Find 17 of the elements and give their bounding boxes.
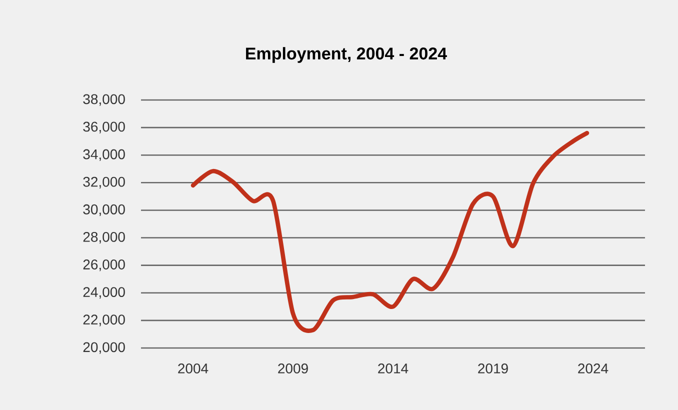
y-tick-label: 28,000 [83, 232, 125, 244]
x-tick-label: 2004 [178, 364, 208, 374]
y-tick-label: 30,000 [83, 204, 125, 216]
x-tick-label: 2024 [578, 364, 608, 374]
y-tick-label: 34,000 [83, 149, 125, 161]
y-tick-label: 26,000 [83, 260, 125, 272]
y-tick-label: 38,000 [83, 94, 125, 106]
x-tick-label: 2009 [278, 364, 308, 374]
line-series [190, 130, 590, 333]
y-tick-label: 24,000 [83, 287, 125, 299]
y-tick-label: 22,000 [83, 314, 125, 326]
y-tick-label: 32,000 [83, 176, 125, 188]
chart-title: Employment, 2004 - 2024 [246, 47, 447, 63]
x-tick-label: 2019 [478, 364, 508, 374]
y-tick-label: 36,000 [83, 122, 125, 134]
y-tick-label: 20,000 [83, 342, 125, 354]
x-tick-label: 2014 [378, 364, 408, 374]
